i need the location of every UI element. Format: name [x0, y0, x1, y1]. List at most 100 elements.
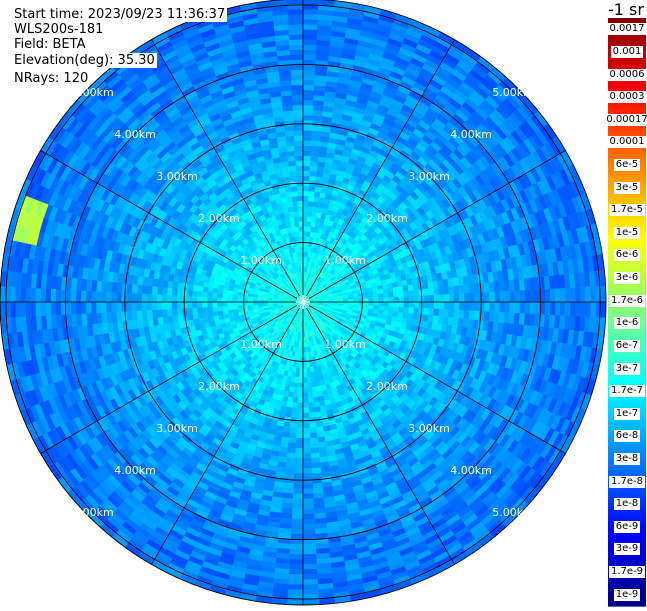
beta-cell [303, 544, 316, 549]
beta-cell [310, 433, 317, 439]
beta-cell [364, 302, 369, 305]
beta-cell [294, 474, 303, 479]
beta-cell [289, 574, 304, 580]
beta-cell [288, 443, 296, 449]
beta-cell [131, 302, 136, 311]
beta-cell [287, 448, 295, 454]
beta-cell [286, 458, 295, 464]
beta-cell [310, 438, 318, 444]
beta-cell [292, 504, 303, 509]
beta-cell [292, 509, 303, 514]
beta-cell [86, 302, 91, 313]
beta-cell [287, 397, 293, 403]
beta-cell [439, 302, 444, 309]
beta-cell [303, 458, 312, 463]
beta-cell [303, 519, 315, 524]
beta-cell [157, 294, 162, 302]
beta-cell [510, 302, 515, 313]
beta-cell [35, 288, 40, 302]
beta-cell [303, 383, 308, 388]
beta-cell [187, 308, 193, 314]
beta-cell [294, 387, 299, 392]
beta-cell [291, 413, 297, 419]
beta-cell [505, 302, 510, 313]
beta-cell [96, 291, 101, 302]
beta-cell [137, 311, 143, 320]
beta-cell [303, 600, 319, 606]
beta-cell [379, 302, 384, 306]
beta-cell [294, 463, 303, 468]
beta-cell [40, 288, 45, 302]
beta-cell [227, 306, 232, 310]
beta-cell [192, 296, 197, 302]
beta-cell [248, 305, 253, 308]
beta-cell [106, 312, 112, 323]
beta-cell [177, 295, 182, 302]
beta-cell [126, 302, 131, 311]
beta-cell [290, 544, 303, 549]
beta-cell [106, 281, 112, 292]
beta-cell [30, 288, 35, 302]
beta-cell [311, 448, 319, 454]
beta-cell [293, 489, 303, 494]
beta-cell [142, 310, 148, 319]
beta-cell [307, 377, 311, 382]
beta-cell [303, 468, 312, 473]
beta-cell [311, 382, 316, 388]
beta-cell [290, 549, 303, 554]
beta-cell [303, 443, 311, 448]
beta-cell [299, 383, 304, 388]
beta-cell [292, 514, 303, 519]
beta-cell [384, 302, 389, 307]
beta-cell [187, 290, 193, 296]
beta-cell [296, 438, 303, 443]
beta-cell [312, 387, 317, 393]
beta-cell [177, 302, 182, 309]
beta-cell [303, 504, 314, 509]
beta-cell [306, 367, 310, 372]
beta-cell [25, 288, 30, 303]
beta-cell [307, 372, 311, 377]
beta-cell [20, 302, 25, 317]
beta-cell [197, 307, 203, 313]
beta-cell [207, 297, 212, 302]
beta-cell [295, 377, 299, 382]
beta-cell [222, 298, 227, 302]
beta-cell [449, 310, 455, 318]
beta-cell [131, 293, 136, 302]
beta-cell [485, 302, 490, 312]
beta-cell [464, 311, 470, 320]
beta-cell [303, 494, 313, 499]
beta-cell [303, 453, 311, 458]
beta-cell [86, 291, 91, 302]
beta-cell [147, 310, 153, 319]
beta-cell [141, 294, 146, 303]
beta-cell [162, 287, 168, 295]
beta-cell [202, 307, 208, 313]
beta-cell [308, 402, 314, 408]
beta-cell [303, 534, 315, 539]
beta-cell [297, 403, 303, 408]
beta-cell [309, 408, 315, 413]
beta-cell [303, 393, 308, 398]
beta-cell [308, 387, 313, 392]
beta-cell [490, 302, 495, 312]
beta-cell [76, 290, 81, 302]
beta-cell [303, 388, 308, 393]
beta-cell [303, 413, 309, 418]
beta-cell [424, 308, 430, 315]
beta-cell [292, 499, 303, 504]
beta-cell [289, 433, 296, 439]
beta-cell [303, 559, 317, 564]
beta-cell [303, 378, 307, 383]
beta-cell [162, 302, 167, 309]
beta-cell [111, 302, 116, 312]
beta-cell [303, 524, 315, 529]
beta-cell [303, 554, 317, 559]
beta-cell [192, 308, 197, 314]
beta-cell [293, 494, 303, 499]
beta-cell [152, 302, 157, 310]
beta-cell [289, 559, 303, 564]
beta-cell [217, 298, 222, 303]
